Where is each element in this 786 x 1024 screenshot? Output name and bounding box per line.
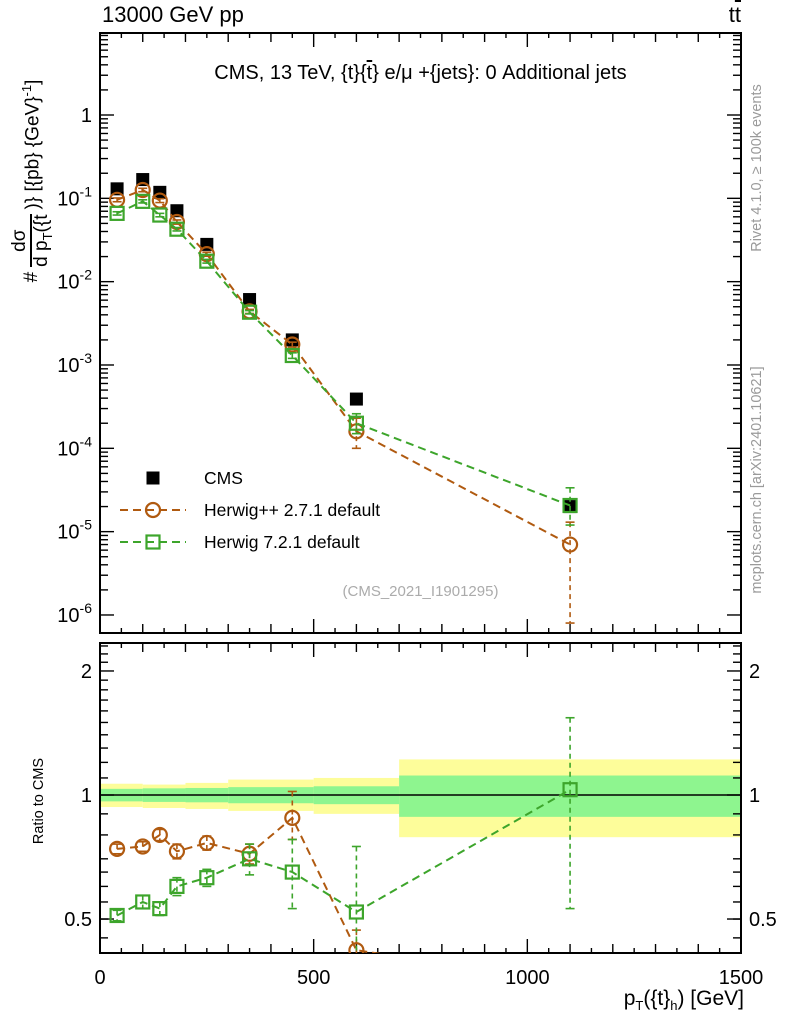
y-axis-units: )} [{pb} {GeV}-1] <box>19 79 44 210</box>
svg-text:0.5: 0.5 <box>749 909 777 931</box>
y-axis-label: # dσ d pT({t )} [{pb} {GeV}-1] <box>9 21 55 341</box>
svg-text:2: 2 <box>749 661 760 683</box>
legend-label: CMS <box>204 467 243 488</box>
rivet-version-note: Rivet 4.1.0, ≥ 100k events <box>749 84 765 252</box>
legend-item-herwigpp: Herwig++ 2.7.1 default <box>120 494 380 526</box>
herwig7-marker-icon <box>120 531 186 553</box>
ratio-axis-label: Ratio to CMS <box>31 757 47 845</box>
svg-text:2: 2 <box>81 661 92 683</box>
axis-ticks <box>99 33 742 953</box>
svg-text:1: 1 <box>81 105 92 127</box>
legend-label: Herwig 7.2.1 default <box>204 531 360 552</box>
cms-marker-icon <box>120 467 186 489</box>
svg-text:1000: 1000 <box>505 967 550 989</box>
svg-text:10-4: 10-4 <box>57 433 92 460</box>
y-axis-prefix: # <box>21 271 42 283</box>
legend: CMS Herwig++ 2.7.1 default Herwig 7.2.1 … <box>120 462 380 558</box>
beam-energy-title: 13000 GeV pp <box>102 2 244 27</box>
x-axis-label: pT({t}h) [GeV] <box>623 987 744 1014</box>
ratio-panel-series <box>108 716 578 953</box>
plot-title: CMS, 13 TeV, {t}{t} e/μ +{jets}: 0 Addit… <box>214 62 627 84</box>
series-herwig-7-2-1-default-ratio <box>109 716 578 953</box>
svg-text:1: 1 <box>749 785 760 807</box>
svg-text:10-5: 10-5 <box>57 517 92 544</box>
svg-text:0.5: 0.5 <box>64 909 92 931</box>
legend-item-herwig7: Herwig 7.2.1 default <box>120 526 380 558</box>
svg-text:1500: 1500 <box>719 967 764 989</box>
mcplots-reference-note: mcplots.cern.ch [arXiv:2401.10621] <box>749 366 765 594</box>
svg-text:10-6: 10-6 <box>57 600 92 627</box>
svg-text:1: 1 <box>81 785 92 807</box>
analysis-watermark: (CMS_2021_I1901295) <box>342 583 499 600</box>
legend-item-cms: CMS <box>120 462 380 494</box>
series-herwig-7-2-1-default <box>109 193 578 526</box>
svg-text:10-1: 10-1 <box>57 183 92 210</box>
svg-text:500: 500 <box>297 967 330 989</box>
legend-label: Herwig++ 2.7.1 default <box>204 499 381 520</box>
axis-tick-labels: 1 10-1 10-2 10-3 10-4 10-5 10-6 2 2 1 1 0.5 0.5 0 500 1… <box>57 105 777 989</box>
main-panel-series <box>108 173 579 624</box>
svg-text:10-3: 10-3 <box>57 350 92 377</box>
svg-text:10-2: 10-2 <box>57 267 92 294</box>
y-axis-fraction: dσ d pT({t <box>8 214 55 267</box>
process-title: tt <box>728 2 741 27</box>
herwigpp-marker-icon <box>120 499 186 521</box>
ratio-uncertainty-bands <box>100 759 741 838</box>
svg-text:0: 0 <box>94 967 105 989</box>
